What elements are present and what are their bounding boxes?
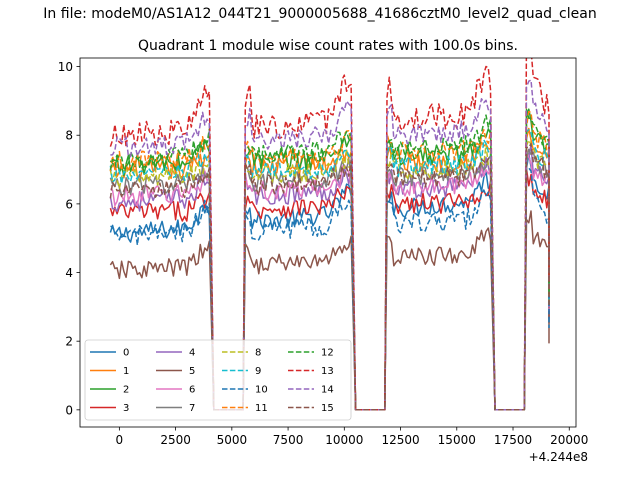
chart-title: Quadrant 1 module wise count rates with …	[138, 38, 518, 54]
series-line-15	[109, 143, 550, 411]
legend-label: 5	[189, 366, 195, 377]
x-axis-offset-label: +4.244e8	[529, 450, 588, 464]
x-tick-label: 5000	[217, 433, 248, 447]
legend-item-7: 7	[156, 403, 195, 414]
legend-item-15: 15	[288, 403, 334, 414]
series-line-11	[109, 110, 550, 411]
x-axis: 0 2500 5000 7500 10000 12500 15000 17500 20000	[116, 427, 588, 447]
legend-item-11: 11	[222, 403, 268, 414]
x-tick-label: 17500	[494, 433, 532, 447]
y-tick-label: 4	[65, 266, 73, 280]
x-tick-label: 12500	[381, 433, 419, 447]
legend-label: 10	[255, 385, 268, 396]
legend-label: 11	[255, 403, 268, 414]
x-tick-label: 2500	[160, 433, 191, 447]
series-line-5	[109, 210, 550, 411]
legend-label: 6	[189, 385, 195, 396]
legend-label: 4	[189, 348, 195, 359]
x-tick-label: 15000	[438, 433, 476, 447]
legend-label: 0	[123, 348, 129, 359]
series-line-3	[109, 167, 550, 411]
legend-item-4: 4	[156, 348, 195, 359]
legend-item-0: 0	[90, 348, 129, 359]
x-tick-label: 7500	[273, 433, 304, 447]
legend-item-12: 12	[288, 348, 334, 359]
y-axis: 0 2 4 6 8 10	[58, 60, 80, 417]
x-tick-label: 20000	[550, 433, 588, 447]
legend-item-13: 13	[288, 366, 334, 377]
figure-suptitle: In file: modeM0/AS1A12_044T21_9000005688…	[43, 6, 596, 22]
legend-item-1: 1	[90, 366, 129, 377]
series-line-13	[109, 58, 550, 411]
legend-label: 15	[321, 403, 334, 414]
legend-item-6: 6	[156, 385, 195, 396]
legend-label: 7	[189, 403, 195, 414]
legend-item-8: 8	[222, 348, 261, 359]
axes-frame	[79, 57, 577, 428]
legend-item-3: 3	[90, 403, 129, 414]
series-line-8	[109, 139, 550, 411]
legend-item-14: 14	[288, 385, 334, 396]
legend-item-5: 5	[156, 366, 195, 377]
series-line-10	[110, 166, 550, 411]
legend-label: 2	[123, 385, 129, 396]
series-line-14	[110, 79, 550, 411]
legend-item-2: 2	[90, 385, 129, 396]
y-tick-label: 2	[65, 335, 73, 349]
legend-item-10: 10	[222, 385, 268, 396]
legend-label: 13	[321, 366, 334, 377]
x-tick-label: 0	[116, 433, 124, 447]
legend-label: 9	[255, 366, 261, 377]
x-tick-label: 10000	[325, 433, 363, 447]
legend-label: 14	[321, 385, 334, 396]
y-tick-label: 0	[65, 403, 73, 417]
y-tick-label: 8	[65, 129, 73, 143]
series-line-9	[109, 129, 550, 411]
legend-label: 8	[255, 348, 261, 359]
series-line-7	[109, 148, 550, 411]
y-tick-label: 6	[65, 197, 73, 211]
legend-item-9: 9	[222, 366, 261, 377]
legend-label: 12	[321, 348, 334, 359]
series-line-0	[109, 153, 550, 411]
legend-label: 1	[123, 366, 129, 377]
legend-box	[84, 339, 352, 421]
series-layer	[109, 58, 550, 411]
y-tick-label: 10	[58, 60, 73, 74]
legend-label: 3	[123, 403, 129, 414]
